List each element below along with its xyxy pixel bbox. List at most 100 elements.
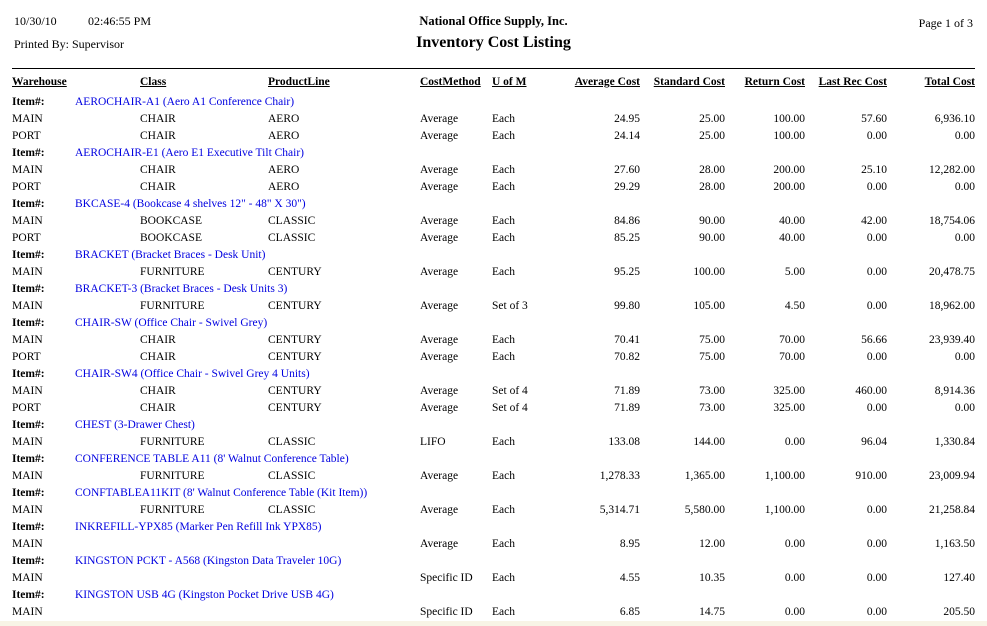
cell-return-cost: 1,100.00 — [764, 504, 805, 516]
cell-warehouse: MAIN — [12, 164, 43, 176]
warehouse-row: PORT CHAIR AERO Average Each 24.14 25.00 100.00… — [12, 128, 975, 145]
col-header-class: Class — [140, 76, 167, 88]
cell-warehouse: PORT — [12, 402, 41, 414]
cell-total-cost: 20,478.75 — [929, 266, 975, 278]
cell-productline: CENTURY — [268, 266, 322, 278]
cell-total-cost: 1,330.84 — [934, 436, 975, 448]
cell-average-cost: 95.25 — [614, 266, 640, 278]
cell-costmethod: Specific ID — [420, 572, 473, 584]
cell-average-cost: 27.60 — [614, 164, 640, 176]
cell-class: CHAIR — [140, 130, 176, 142]
item-link[interactable]: INKREFILL-YPX85 (Marker Pen Refill Ink Y… — [75, 521, 322, 533]
cell-lastrec-cost: 56.66 — [861, 334, 887, 346]
cell-uofm: Each — [492, 130, 515, 142]
cell-uofm: Each — [492, 470, 515, 482]
cell-lastrec-cost: 25.10 — [861, 164, 887, 176]
warehouse-row: PORT BOOKCASE CLASSIC Average Each 85.25 90.00… — [12, 230, 975, 247]
item-link[interactable]: AEROCHAIR-E1 (Aero E1 Executive Tilt Cha… — [75, 147, 305, 159]
cell-class: CHAIR — [140, 385, 176, 397]
warehouse-row: MAIN Specific ID Each 6.85 14.75 0.00 0.00 205.… — [12, 604, 975, 621]
cell-lastrec-cost: 0.00 — [866, 351, 887, 363]
cell-total-cost: 0.00 — [954, 232, 975, 244]
cell-productline: CENTURY — [268, 300, 322, 312]
warehouse-row: MAIN FURNITURE CLASSIC LIFO Each 133.08 144.00… — [12, 434, 975, 451]
cell-productline: CENTURY — [268, 334, 322, 346]
cell-standard-cost: 10.35 — [699, 572, 725, 584]
report-table-body: Item#: AEROCHAIR-A1 (Aero A1 Conference C… — [12, 94, 975, 621]
cell-lastrec-cost: 0.00 — [866, 300, 887, 312]
cell-total-cost: 1,163.50 — [934, 538, 975, 550]
cell-warehouse: MAIN — [12, 215, 43, 227]
item-number-label: Item#: — [12, 419, 45, 431]
cell-standard-cost: 1,365.00 — [684, 470, 725, 482]
item-link[interactable]: BRACKET-3 (Bracket Braces - Desk Units 3… — [75, 283, 288, 295]
item-row: Item#: INKREFILL-YPX85 (Marker Pen Refill… — [12, 519, 975, 536]
cell-standard-cost: 28.00 — [699, 181, 725, 193]
cell-class: FURNITURE — [140, 300, 205, 312]
cell-productline: AERO — [268, 130, 300, 142]
cell-costmethod: Average — [420, 351, 459, 363]
cell-costmethod: Average — [420, 113, 459, 125]
cell-average-cost: 84.86 — [614, 215, 640, 227]
cell-return-cost: 200.00 — [773, 164, 805, 176]
cell-productline: CLASSIC — [268, 470, 316, 482]
cell-class: CHAIR — [140, 113, 176, 125]
cell-standard-cost: 75.00 — [699, 351, 725, 363]
item-link[interactable]: AEROCHAIR-A1 (Aero A1 Conference Chair) — [75, 96, 295, 108]
item-link[interactable]: BRACKET (Bracket Braces - Desk Unit) — [75, 249, 266, 261]
printed-by: Printed By: Supervisor — [14, 37, 124, 51]
cell-class: CHAIR — [140, 164, 176, 176]
cell-standard-cost: 12.00 — [699, 538, 725, 550]
item-link[interactable]: CHEST (3-Drawer Chest) — [75, 419, 195, 431]
cell-total-cost: 21,258.84 — [929, 504, 975, 516]
cell-costmethod: Average — [420, 266, 459, 278]
cell-standard-cost: 73.00 — [699, 402, 725, 414]
warehouse-row: MAIN BOOKCASE CLASSIC Average Each 84.86 90.00… — [12, 213, 975, 230]
cell-lastrec-cost: 0.00 — [866, 266, 887, 278]
item-number-label: Item#: — [12, 589, 45, 601]
cell-total-cost: 0.00 — [954, 181, 975, 193]
cell-average-cost: 6.85 — [619, 606, 640, 618]
cell-costmethod: Average — [420, 402, 459, 414]
cell-lastrec-cost: 0.00 — [866, 606, 887, 618]
cell-productline: CENTURY — [268, 402, 322, 414]
cell-productline: AERO — [268, 181, 300, 193]
warehouse-row: MAIN FURNITURE CENTURY Average Each 95.25 100.… — [12, 264, 975, 281]
cell-return-cost: 0.00 — [784, 606, 805, 618]
cell-lastrec-cost: 42.00 — [861, 215, 887, 227]
cell-class: CHAIR — [140, 334, 176, 346]
warehouse-row: MAIN Average Each 8.95 12.00 0.00 0.00 1,163.50 — [12, 536, 975, 553]
cell-lastrec-cost: 0.00 — [866, 402, 887, 414]
cell-return-cost: 100.00 — [773, 113, 805, 125]
cell-return-cost: 325.00 — [773, 402, 805, 414]
item-link[interactable]: KINGSTON USB 4G (Kingston Pocket Drive U… — [75, 589, 334, 601]
cell-productline — [268, 570, 420, 587]
cell-return-cost: 4.50 — [784, 300, 805, 312]
cell-warehouse: PORT — [12, 130, 41, 142]
cell-average-cost: 24.95 — [614, 113, 640, 125]
item-link[interactable]: KINGSTON PCKT - A568 (Kingston Data Trav… — [75, 555, 342, 567]
cell-warehouse: MAIN — [12, 606, 43, 618]
item-number-label: Item#: — [12, 96, 45, 108]
cell-uofm: Each — [492, 504, 515, 516]
item-row: Item#: AEROCHAIR-E1 (Aero E1 Executive Ti… — [12, 145, 975, 162]
col-header-warehouse: Warehouse — [12, 76, 67, 88]
cell-warehouse: MAIN — [12, 113, 43, 125]
item-link[interactable]: BKCASE-4 (Bookcase 4 shelves 12" - 48" X… — [75, 198, 306, 210]
company-name: National Office Supply, Inc. — [419, 14, 568, 28]
item-link[interactable]: CHAIR-SW4 (Office Chair - Swivel Grey 4 … — [75, 368, 310, 380]
cell-standard-cost: 75.00 — [699, 334, 725, 346]
cell-lastrec-cost: 0.00 — [866, 181, 887, 193]
warehouse-row: PORT CHAIR CENTURY Average Set of 4 71.89 73.0… — [12, 400, 975, 417]
item-link[interactable]: CONFERENCE TABLE A11 (8' Walnut Conferen… — [75, 453, 349, 465]
cell-productline: CENTURY — [268, 385, 322, 397]
cell-average-cost: 99.80 — [614, 300, 640, 312]
item-link[interactable]: CHAIR-SW (Office Chair - Swivel Grey) — [75, 317, 268, 329]
cell-average-cost: 29.29 — [614, 181, 640, 193]
warehouse-row: PORT CHAIR AERO Average Each 29.29 28.00 200.00… — [12, 179, 975, 196]
cell-uofm: Set of 3 — [492, 300, 528, 312]
item-link[interactable]: CONFTABLEA11KIT (8' Walnut Conference Ta… — [75, 487, 368, 499]
item-number-label: Item#: — [12, 317, 45, 329]
cell-total-cost: 6,936.10 — [934, 113, 975, 125]
cell-average-cost: 8.95 — [619, 538, 640, 550]
